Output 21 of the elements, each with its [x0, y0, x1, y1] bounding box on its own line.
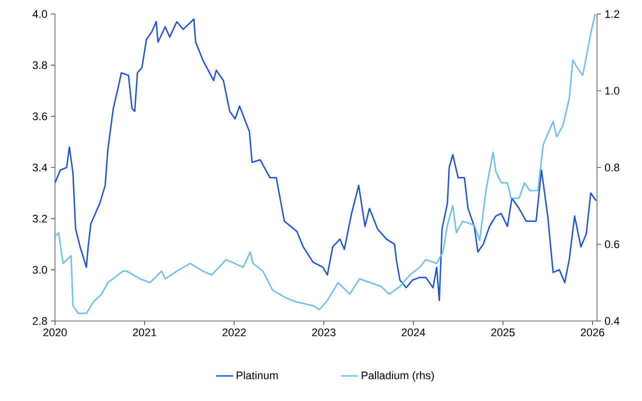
y-tick-label: 3.4	[32, 164, 48, 172]
x-tick-label: 2020	[43, 328, 67, 336]
y-tick-label: 2.8	[32, 317, 48, 325]
x-tick-label: 2021	[132, 328, 156, 336]
y2-tick-label: 1.2	[605, 10, 620, 18]
y2-tick-label: 0.6	[604, 240, 620, 248]
y-tick-label: 3.0	[32, 266, 48, 274]
x-tick-label: 2023	[312, 328, 336, 336]
y2-tick-label: 0.4	[604, 317, 620, 325]
y-tick-label: 3.8	[32, 61, 48, 70]
y2-tick-label: 1.0	[605, 86, 620, 95]
x-tick-label: 2025	[491, 328, 515, 336]
y2-tick-label: 0.8	[604, 164, 620, 172]
legend-label: Platinum	[236, 371, 278, 380]
y-tick-label: 4.0	[32, 10, 48, 18]
x-tick-label: 2026	[580, 328, 604, 336]
y-tick-label: 3.6	[32, 112, 48, 120]
x-tick-label: 2024	[402, 328, 426, 336]
legend-label: Palladium (rhs)	[362, 371, 434, 382]
y-tick-label: 3.2	[32, 214, 47, 223]
x-tick-label: 2022	[222, 328, 246, 336]
